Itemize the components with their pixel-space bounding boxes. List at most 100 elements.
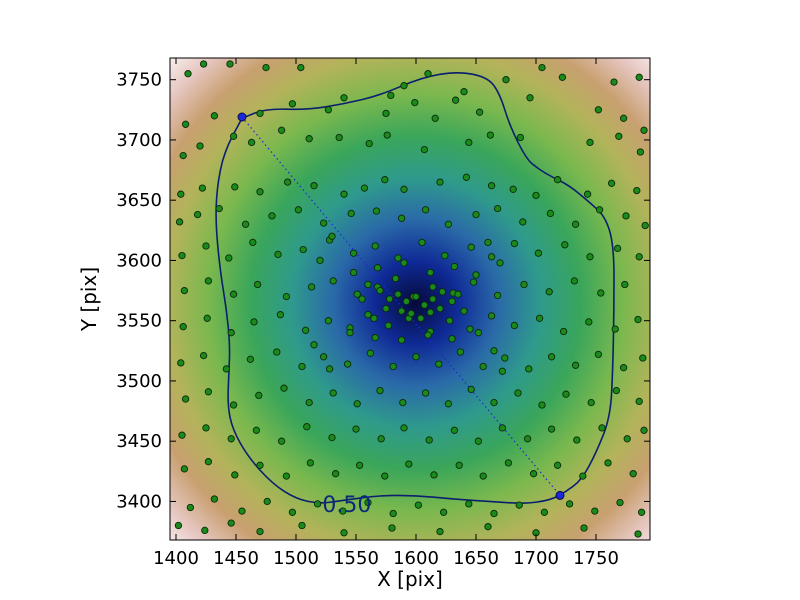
scatter-point — [252, 426, 261, 434]
scatter-point — [623, 435, 631, 443]
endpoint-marker — [237, 112, 247, 122]
scatter-point — [198, 184, 207, 192]
scatter-point — [629, 470, 637, 478]
x-tick-label: 1750 — [573, 548, 619, 569]
scatter-point — [425, 436, 433, 444]
scatter-point — [509, 185, 517, 193]
scatter-point — [634, 315, 642, 324]
scatter-point — [204, 458, 213, 466]
scatter-point — [346, 329, 354, 337]
diagonal-dotted-line — [241, 116, 561, 496]
scatter-point — [210, 112, 219, 120]
scatter-point — [515, 501, 523, 509]
scatter-point — [325, 365, 334, 373]
scatter-point — [439, 508, 448, 516]
scatter-point — [186, 503, 195, 512]
contour-line — [215, 72, 615, 504]
scatter-point — [412, 292, 420, 301]
scatter-point — [298, 521, 306, 530]
scatter-point — [510, 239, 519, 248]
scatter-point — [352, 425, 360, 433]
scatter-point — [619, 114, 628, 122]
scatter-point — [328, 232, 336, 240]
scatter-point — [591, 507, 599, 515]
scatter-point — [399, 398, 407, 407]
scatter-point — [465, 138, 473, 147]
scatter-point — [377, 435, 385, 443]
scatter-point — [199, 351, 208, 360]
scatter-point — [373, 264, 382, 272]
scatter-point — [229, 132, 238, 140]
y-tick-label: 3400 — [116, 491, 162, 512]
scatter-point — [310, 182, 318, 190]
endpoint-marker — [555, 490, 565, 500]
scatter-point — [331, 470, 340, 478]
scatter-point — [370, 314, 378, 322]
scatter-point — [303, 423, 311, 431]
scatter-point — [274, 250, 282, 259]
scatter-point — [400, 82, 408, 90]
scatter-point — [414, 501, 423, 509]
scatter-point — [407, 309, 415, 318]
scatter-point — [585, 318, 593, 326]
scatter-point — [635, 397, 643, 406]
scatter-point — [487, 182, 496, 190]
scatter-point — [504, 459, 513, 467]
scatter-point — [385, 295, 394, 303]
scatter-point — [391, 274, 400, 283]
x-tick-label: 1500 — [273, 548, 319, 569]
scatter-point — [249, 238, 257, 247]
scatter-point — [417, 314, 425, 322]
scatter-point — [450, 262, 459, 271]
scatter-point — [633, 186, 641, 195]
scatter-point — [431, 114, 439, 122]
scatter-point — [594, 350, 603, 359]
scatter-point — [579, 472, 587, 480]
scatter-point — [383, 131, 391, 139]
scatter-point — [347, 209, 355, 218]
scatter-point — [604, 459, 612, 467]
scatter-point — [616, 498, 624, 507]
scatter-point — [501, 354, 509, 362]
scatter-point — [178, 431, 186, 439]
scatter-point — [282, 292, 291, 301]
scatter-point — [486, 131, 495, 139]
scatter-point — [256, 109, 264, 118]
scatter-point — [231, 471, 239, 479]
scatter-point — [456, 348, 465, 356]
scatter-point — [465, 500, 473, 508]
x-axis-ticks: 1400 1450 1500 1550 1600 1650 1700 1750 — [153, 58, 619, 569]
contour-label: 0.50 — [322, 493, 371, 518]
scatter-point — [364, 280, 372, 289]
scatter-point — [381, 472, 389, 480]
scatter-point — [202, 424, 210, 432]
scatter-point — [227, 329, 235, 337]
scatter-point — [580, 524, 588, 532]
scatter-point — [411, 98, 419, 107]
scatter-point — [349, 268, 358, 277]
scatter-point — [400, 424, 408, 432]
plot-area — [170, 58, 650, 540]
scatter-point — [493, 291, 502, 300]
scatter-point — [335, 133, 343, 142]
scatter-point — [305, 398, 313, 407]
scatter-point — [484, 238, 492, 247]
scatter-point — [376, 286, 384, 295]
contour — [215, 72, 615, 504]
scatter-point — [455, 461, 463, 469]
scatter-point — [215, 204, 223, 213]
scatter-point — [201, 526, 209, 535]
scatter-point — [179, 151, 187, 160]
scatter-point — [328, 433, 336, 442]
scatter-point — [484, 523, 492, 531]
scatter-point — [340, 529, 348, 537]
scatter-point — [174, 521, 183, 530]
scatter-point — [479, 362, 487, 371]
scatter-point — [498, 424, 507, 432]
scatter-point — [418, 238, 426, 247]
scatter-point — [263, 497, 271, 506]
scatter-point — [313, 500, 322, 508]
scatter-point — [180, 465, 189, 473]
scatter-point — [262, 63, 270, 72]
